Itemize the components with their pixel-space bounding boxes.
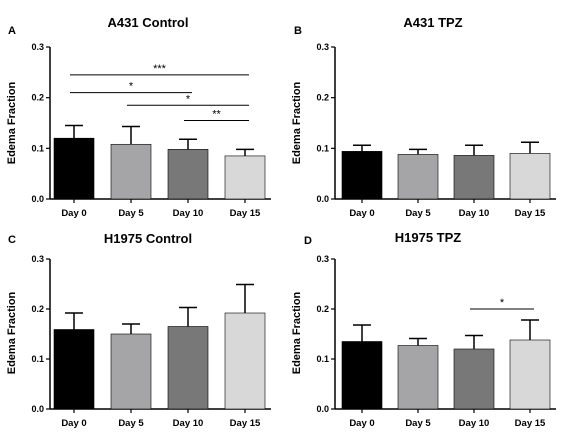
panel-b-x-tick-label: Day 5 bbox=[405, 208, 431, 219]
panel-a-y-tick-label: 0.3 bbox=[31, 42, 44, 52]
panel-a-significance: *** bbox=[70, 63, 249, 76]
panel-c-error-bar bbox=[122, 323, 140, 334]
panel-a-bar bbox=[167, 149, 209, 200]
panel-a: A A431 Control Edema Fraction 0.0 0.1 0.2 0… bbox=[6, 15, 271, 219]
panel-b-x-tick-label: Day 15 bbox=[515, 208, 546, 219]
panel-c-error-bar bbox=[236, 283, 254, 313]
panel-b-y-axis-label: Edema Fraction bbox=[291, 81, 303, 164]
panel-a-error-bar bbox=[179, 138, 197, 150]
panel-d-significance-label: * bbox=[500, 297, 505, 309]
panel-c-y-tick-label: 0.0 bbox=[31, 404, 44, 414]
panel-a-significance-label: ** bbox=[212, 108, 221, 120]
panel-d-y-axis-label: Edema Fraction bbox=[291, 291, 303, 374]
panel-b-y-tick-label: 0.1 bbox=[316, 143, 329, 153]
panel-d-y-tick-label: 0.1 bbox=[316, 354, 329, 364]
panel-d-title: H1975 TPZ bbox=[395, 230, 462, 245]
panel-b-error-bar bbox=[353, 144, 371, 152]
panel-d-error-bar bbox=[353, 324, 371, 342]
panel-a-letter: A bbox=[8, 25, 16, 37]
panel-b-bar bbox=[341, 151, 383, 200]
panel-a-bar bbox=[53, 137, 95, 200]
panel-c-letter: C bbox=[8, 234, 16, 246]
panel-c-plot: 0.0 0.1 0.2 0.3 Day 0 Day 5 Day 10 Day 15 bbox=[31, 254, 271, 429]
panel-b-bar bbox=[397, 154, 439, 200]
panel-a-x-tick-label: Day 0 bbox=[61, 208, 86, 219]
panel-b-y-tick-label: 0.0 bbox=[316, 194, 329, 204]
panel-b-plot: 0.0 0.1 0.2 0.3 Day 0 Day 5 Day 10 Day 15 bbox=[316, 42, 556, 219]
panel-a-y-tick-label: 0.1 bbox=[31, 143, 44, 153]
panel-d-error-bar bbox=[465, 334, 483, 349]
panel-a-error-bar bbox=[236, 148, 254, 156]
panel-d-bar bbox=[453, 348, 495, 410]
panel-c-error-bar bbox=[179, 306, 197, 327]
panel-b-x-tick-label: Day 0 bbox=[349, 208, 374, 219]
panel-b-letter: B bbox=[294, 25, 302, 37]
panel-c-bar bbox=[224, 312, 266, 410]
panel-d-x-tick-label: Day 10 bbox=[459, 418, 490, 429]
panel-d-bar bbox=[509, 339, 551, 410]
panel-d-bar bbox=[341, 341, 383, 410]
panel-c-bar bbox=[53, 329, 95, 410]
panel-b-error-bar bbox=[521, 141, 539, 154]
panel-a-significance-label: * bbox=[129, 81, 134, 93]
panel-b-error-bar bbox=[465, 144, 483, 156]
panel-a-x-tick-label: Day 10 bbox=[173, 208, 204, 219]
panel-b: B A431 TPZ Edema Fraction 0.0 0.1 0.2 0.3 Da… bbox=[291, 15, 556, 219]
panel-a-significance: ** bbox=[184, 108, 249, 121]
panel-c-x-tick-label: Day 5 bbox=[118, 418, 144, 429]
panel-c: C H1975 Control Edema Fraction 0.0 0.1 0.2… bbox=[6, 231, 271, 429]
panel-d-y-tick-label: 0.3 bbox=[316, 254, 329, 264]
panel-b-title: A431 TPZ bbox=[403, 15, 462, 30]
panel-c-error-bar bbox=[65, 312, 83, 330]
panel-d-x-tick-label: Day 15 bbox=[515, 418, 546, 429]
panel-d-bar bbox=[397, 345, 439, 410]
panel-a-significance: * bbox=[70, 81, 192, 94]
panel-a-significance-label: * bbox=[186, 93, 191, 105]
panel-d-plot: 0.0 0.1 0.2 0.3 Day 0 Day 5 Day 10 Day 15 * bbox=[316, 254, 556, 429]
panel-a-x-tick-label: Day 5 bbox=[118, 208, 144, 219]
panel-c-bar bbox=[110, 333, 152, 410]
panel-d-x-tick-label: Day 0 bbox=[349, 418, 374, 429]
panel-a-error-bar bbox=[65, 124, 83, 139]
panel-a-significance: * bbox=[127, 93, 249, 106]
panel-c-x-tick-label: Day 0 bbox=[61, 418, 86, 429]
panel-a-x-tick-label: Day 15 bbox=[230, 208, 261, 219]
panel-d-y-tick-label: 0.0 bbox=[316, 404, 329, 414]
panel-b-y-tick-label: 0.2 bbox=[316, 93, 329, 103]
panel-d-letter: D bbox=[304, 235, 312, 247]
panel-a-title: A431 Control bbox=[108, 15, 189, 30]
panel-a-bar bbox=[224, 155, 266, 200]
panel-c-y-tick-label: 0.1 bbox=[31, 354, 44, 364]
panel-d-x-tick-label: Day 5 bbox=[405, 418, 431, 429]
panel-d-error-bar bbox=[521, 319, 539, 340]
panel-a-bar bbox=[110, 143, 152, 200]
panel-c-title: H1975 Control bbox=[104, 231, 192, 246]
panel-c-x-tick-label: Day 15 bbox=[230, 418, 261, 429]
panel-c-y-axis-label: Edema Fraction bbox=[6, 291, 18, 374]
panel-d-y-tick-label: 0.2 bbox=[316, 304, 329, 314]
panel-c-y-tick-label: 0.3 bbox=[31, 254, 44, 264]
panel-c-y-tick-label: 0.2 bbox=[31, 304, 44, 314]
panel-b-x-tick-label: Day 10 bbox=[459, 208, 490, 219]
panel-d-significance: * bbox=[470, 297, 534, 310]
panel-d: D H1975 TPZ Edema Fraction 0.0 0.1 0.2 0.3 D… bbox=[291, 230, 556, 429]
panel-b-bar bbox=[509, 153, 551, 200]
panel-b-y-tick-label: 0.3 bbox=[316, 42, 329, 52]
panel-a-significance-label: *** bbox=[153, 63, 167, 75]
panel-a-y-tick-label: 0.2 bbox=[31, 93, 44, 103]
panel-a-y-axis-label: Edema Fraction bbox=[6, 81, 18, 164]
panel-d-error-bar bbox=[409, 337, 427, 346]
panel-a-error-bar bbox=[122, 125, 140, 145]
panel-c-bar bbox=[167, 326, 209, 410]
panel-a-y-tick-label: 0.0 bbox=[31, 194, 44, 204]
panel-c-x-tick-label: Day 10 bbox=[173, 418, 204, 429]
panel-b-bar bbox=[453, 155, 495, 200]
panel-b-error-bar bbox=[409, 148, 427, 155]
